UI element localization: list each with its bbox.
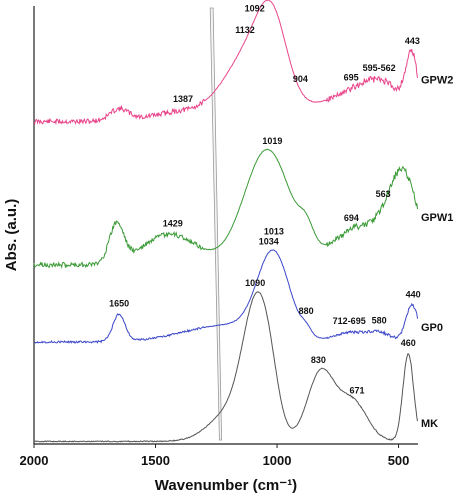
peak-label-mk: 1090	[245, 278, 265, 288]
x-tick-label: 500	[388, 453, 410, 468]
series-name-label: GP0	[421, 322, 443, 334]
y-axis-title: Abs. (a.u.)	[3, 199, 20, 272]
peak-label-gpw2: 1387	[173, 94, 193, 104]
peak-label-gpw1: 694	[344, 213, 359, 223]
series-line-gpw2	[33, 0, 418, 126]
series-name-label: GPW2	[421, 75, 453, 87]
x-tick-label: 1000	[263, 453, 292, 468]
series-labels: GPW2 GPW1 GP0 MK	[421, 75, 453, 430]
peak-label-gp0: 1034	[259, 236, 279, 246]
peak-label-gp0: 1013	[264, 226, 284, 236]
peak-label-gp0: 712-695	[333, 316, 366, 326]
peak-label-gp0: 580	[372, 316, 387, 326]
peak-label-gpw2: 443	[405, 36, 420, 46]
peak-label-mk: 460	[401, 338, 416, 348]
band-shift-band	[209, 7, 223, 441]
peak-label-gpw2: 904	[293, 74, 308, 84]
x-axis-title: Wavenumber (cm⁻¹)	[155, 477, 297, 494]
series-name-label: MK	[421, 418, 438, 430]
peak-label-gpw1: 1429	[163, 219, 183, 229]
series-group	[33, 0, 418, 443]
series-line-gpw1	[33, 148, 418, 270]
x-tick-label: 1500	[141, 453, 170, 468]
peak-label-gpw2: 1132	[235, 25, 255, 35]
peak-label-gp0: 440	[406, 290, 421, 300]
peak-label-gp0: 880	[299, 306, 314, 316]
x-ticks: 2000 1500 1000 500	[20, 444, 410, 468]
peak-label-mk: 671	[349, 386, 364, 396]
peak-label-gpw1: 563	[376, 189, 391, 199]
peak-label-mk: 830	[311, 355, 326, 365]
series-line-gp0	[33, 249, 418, 344]
plot-frame	[33, 6, 418, 445]
peak-label-gpw1: 1019	[262, 136, 282, 146]
peak-label-gp0: 1650	[109, 298, 129, 308]
peak-label-gpw2: 695	[344, 72, 359, 82]
peak-label-gpw2: 595-562	[363, 63, 396, 73]
peak-labels: 13871132109210521018904695595-5624431429…	[109, 3, 421, 396]
series-line-mk	[33, 291, 418, 443]
peak-label-gpw2: 1092	[245, 3, 265, 13]
band-shift-guide	[209, 7, 223, 441]
series-name-label: GPW1	[421, 212, 453, 224]
x-tick-label: 2000	[20, 453, 49, 468]
